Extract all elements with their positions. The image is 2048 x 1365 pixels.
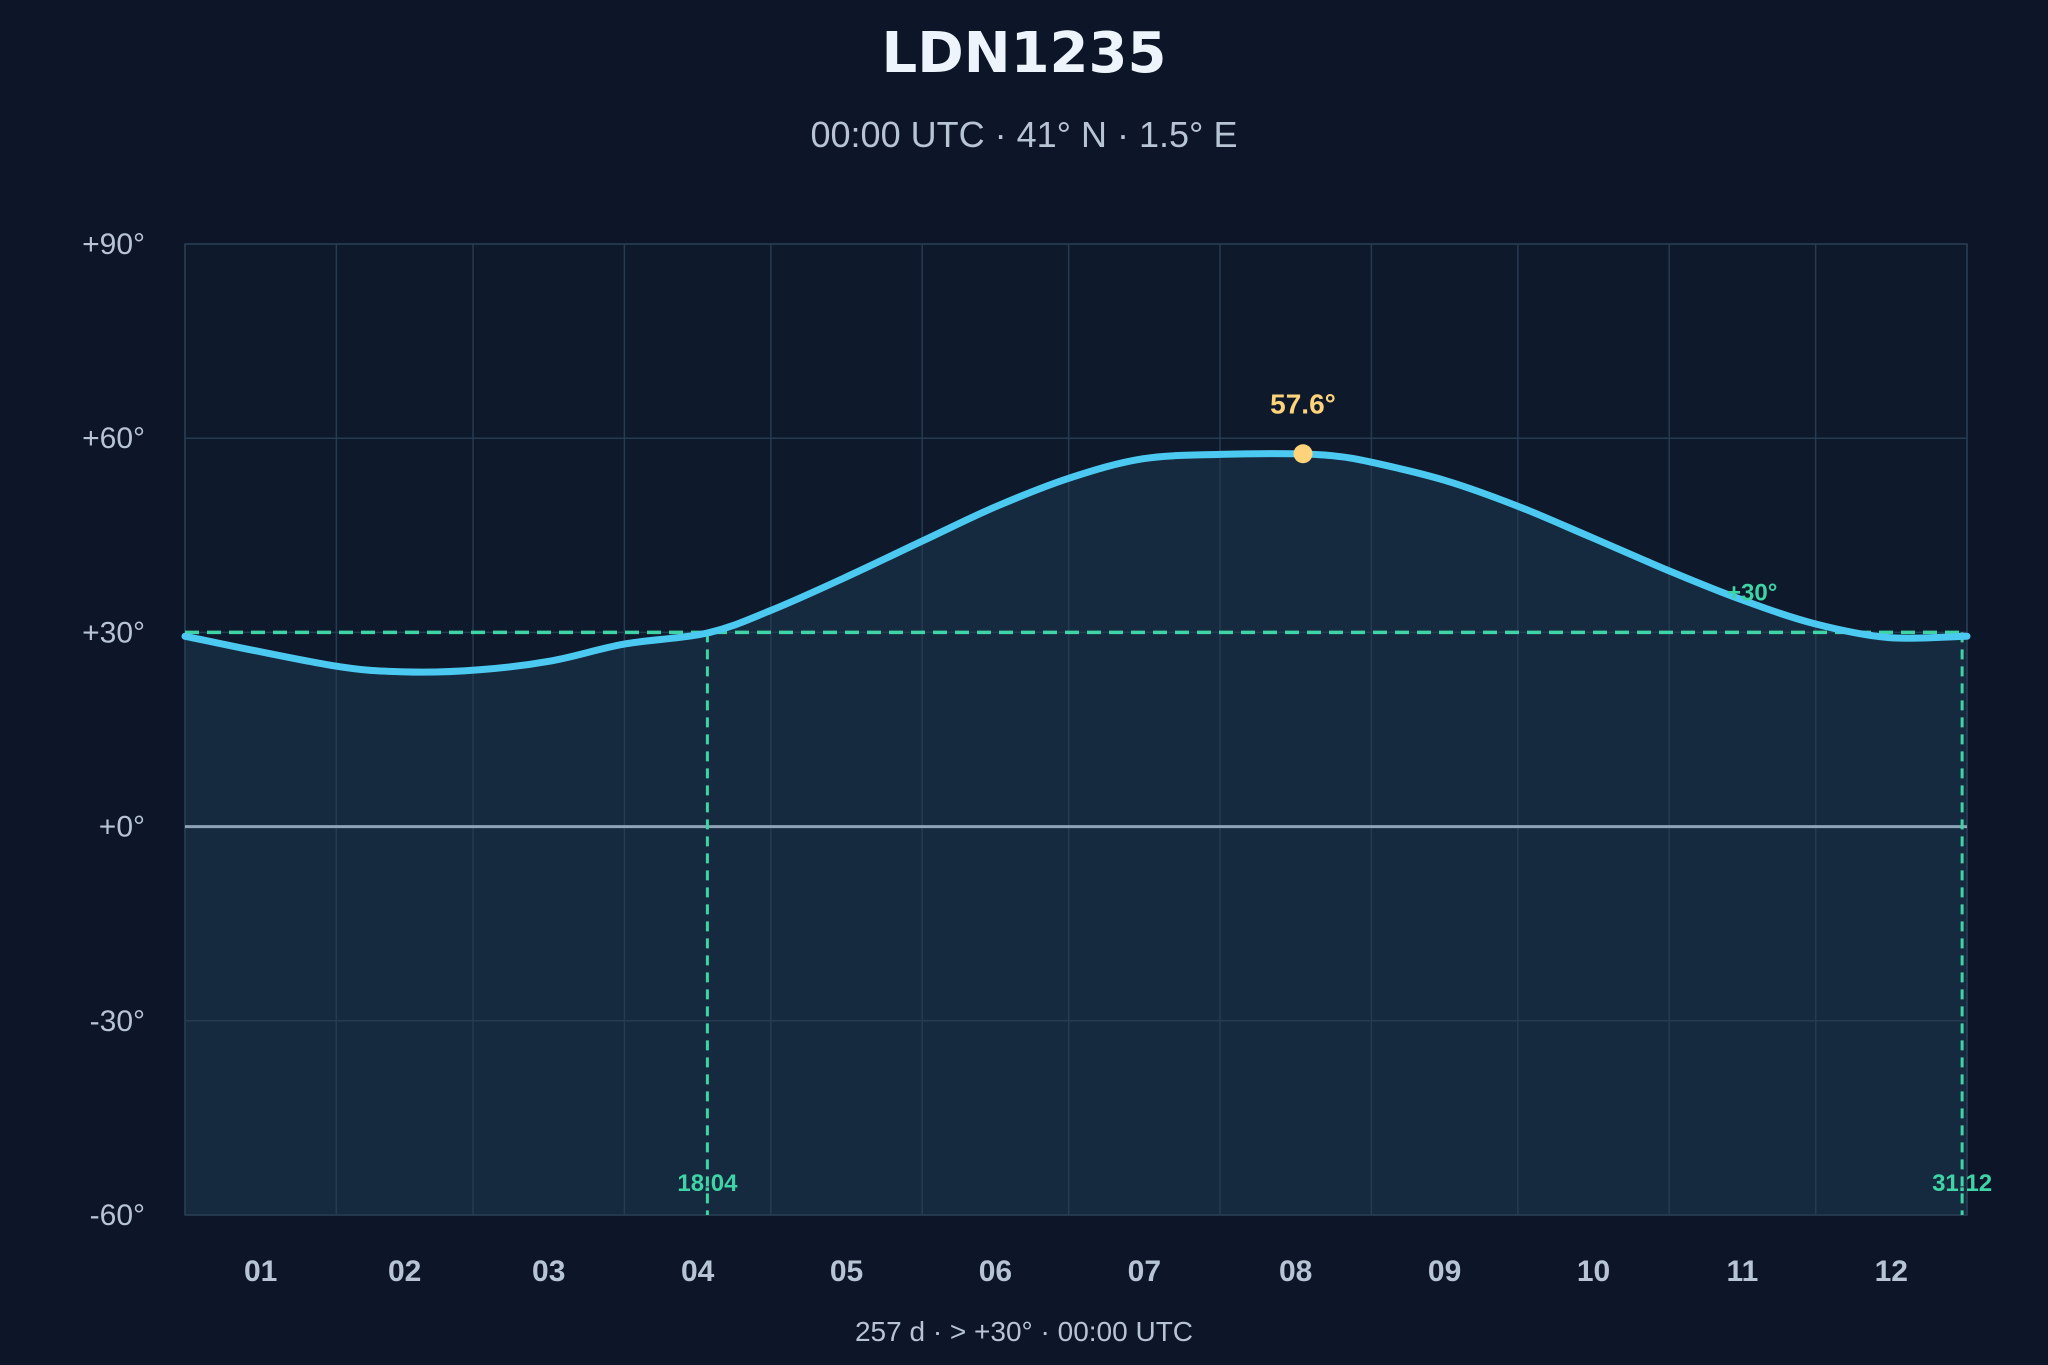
y-tick-label: +90° [82, 228, 145, 261]
y-tick-label: +30° [82, 616, 145, 649]
x-tick-label: 12 [1875, 1255, 1908, 1288]
x-tick-label: 11 [1727, 1255, 1759, 1288]
x-tick-label: 03 [532, 1255, 565, 1288]
chart-footer: 257 d · > +30° · 00:00 UTC [855, 1316, 1193, 1347]
plot-area: 57.6° +30° 18.04 31.12 +90° +60° +30° +0° -30° -6… [82, 228, 1992, 1288]
peak-marker [1293, 444, 1313, 464]
y-tick-label: -60° [90, 1199, 145, 1232]
elevation-curve [181, 450, 1971, 676]
x-tick-label: 06 [979, 1255, 1012, 1288]
x-tick-label: 09 [1428, 1255, 1461, 1288]
x-tick-label: 07 [1128, 1255, 1161, 1288]
sky-region [185, 244, 1967, 673]
x-tick-label: 02 [388, 1255, 421, 1288]
x-tick-label: 10 [1577, 1255, 1610, 1288]
peak-label: 57.6° [1270, 389, 1336, 420]
crossing-label: 18.04 [677, 1170, 738, 1197]
x-tick-label: 04 [681, 1255, 715, 1288]
y-tick-label: -30° [90, 1005, 145, 1038]
plot-frame [184, 243, 1968, 1216]
y-tick-label: +0° [99, 811, 145, 844]
x-tick-label: 05 [830, 1255, 863, 1288]
crossing-label: 31.12 [1932, 1170, 1992, 1197]
chart-subtitle: 00:00 UTC · 41° N · 1.5° E [811, 114, 1238, 155]
y-tick-label: +60° [82, 422, 145, 455]
x-tick-label: 01 [244, 1255, 277, 1288]
threshold-label: +30° [1727, 579, 1777, 606]
x-tick-label: 08 [1279, 1255, 1312, 1288]
chart-title: LDN1235 [882, 21, 1167, 86]
